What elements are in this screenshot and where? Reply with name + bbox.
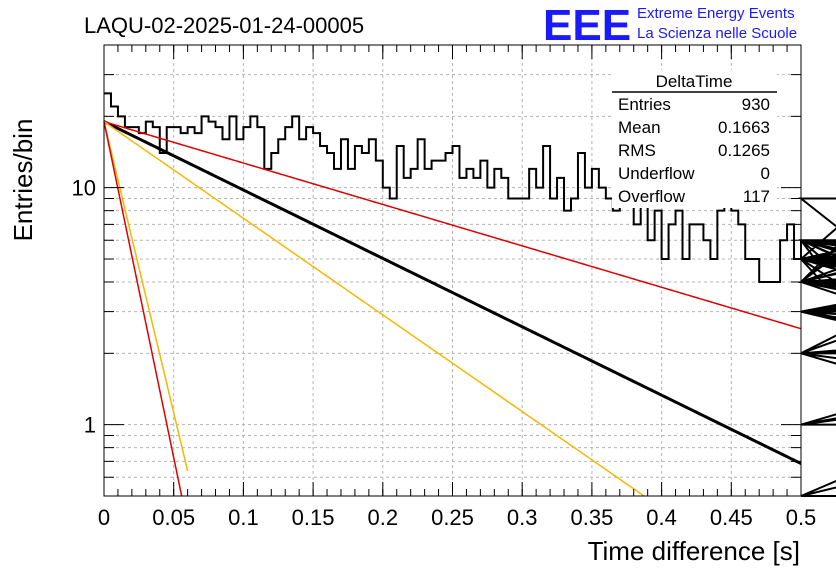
stats-value-overflow: 117 [743,187,770,206]
x-tick-labels: 0 0.05 0.1 0.15 0.2 0.25 0.3 0.35 0.4 0.45 0.5 [98,505,816,530]
histogram [104,92,836,497]
fit-curve-1 [103,120,802,330]
x-tick-label: 0 [98,505,110,530]
eee-logo-line2: La Scienza nelle Scuole [637,25,797,42]
fit-curve-3 [103,121,189,472]
eee-logo-line1: Extreme Energy Events [637,5,795,22]
eee-logo-mark: EEE [543,1,631,50]
stats-title: DeltaTime [656,72,733,91]
y-axis-label: Entries/bin [8,119,38,242]
stats-label-rms: RMS [618,141,656,160]
stats-value-rms: 0.1265 [718,141,770,160]
x-tick-label: 0.4 [646,505,677,530]
x-tick-label: 0.1 [228,505,259,530]
fit-curve-4 [103,121,183,497]
stats-label-mean: Mean [618,118,661,137]
x-tick-label: 0.45 [710,505,753,530]
histogram-steps [104,92,836,497]
fit-curve-0 [103,120,802,465]
stats-value-entries: 930 [742,95,770,114]
x-tick-label: 0.3 [507,505,538,530]
axis-ticks [103,44,802,497]
x-tick-label: 0.05 [152,505,195,530]
grid [104,45,801,496]
stats-value-mean: 0.1663 [718,118,770,137]
x-tick-label: 0.15 [292,505,335,530]
y-tick-label: 1 [84,413,96,438]
y-tick-labels: 1 10 [72,176,96,438]
chart-title: LAQU-02-2025-01-24-00005 [84,13,364,38]
fit-curves [103,120,802,497]
x-axis-label: Time difference [s] [588,536,800,566]
x-tick-label: 0.25 [431,505,474,530]
x-tick-label: 0.35 [570,505,613,530]
stats-label-overflow: Overflow [618,187,686,206]
fit-curve-2 [103,121,645,497]
stats-label-underflow: Underflow [618,164,695,183]
stats-label-entries: Entries [618,95,671,114]
stats-value-underflow: 0 [761,164,770,183]
y-tick-label: 10 [72,176,96,201]
stats-box: DeltaTime Entries 930 Mean 0.1663 RMS 0.… [612,70,777,208]
eee-logo: EEE Extreme Energy Events La Scienza nel… [543,1,797,50]
x-tick-label: 0.2 [368,505,399,530]
stats-box-bg [612,70,777,208]
x-tick-label: 0.5 [786,505,817,530]
